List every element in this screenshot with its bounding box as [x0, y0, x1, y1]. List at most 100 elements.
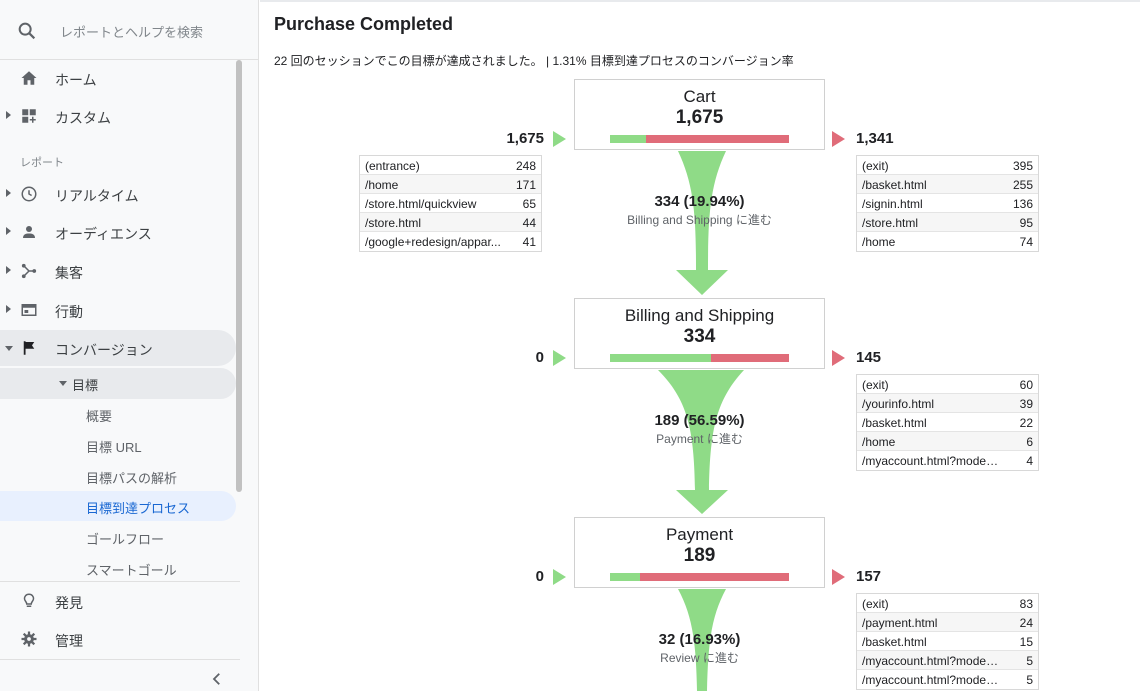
- search-icon: [18, 22, 36, 40]
- exit-count: 145: [856, 349, 882, 366]
- nav-home[interactable]: ホーム: [0, 60, 236, 96]
- section-label-reports: レポート: [20, 157, 64, 169]
- nav-admin[interactable]: 管理: [0, 621, 236, 657]
- nav-realtime-label: リアルタイム: [55, 188, 139, 204]
- sidebar-scrollbar[interactable]: [236, 60, 242, 492]
- search-input[interactable]: レポートとヘルプを検索: [60, 25, 204, 40]
- nav-goal-url-label: 目標 URL: [86, 440, 142, 455]
- funnel-graphic: [658, 151, 744, 691]
- table-row[interactable]: /store.html/quickview 65: [360, 194, 541, 213]
- table-row[interactable]: /payment.html 24: [857, 613, 1038, 632]
- table-row[interactable]: (entrance) 248: [360, 156, 541, 175]
- funnel-step-payment[interactable]: Payment 189: [574, 517, 825, 588]
- table-row[interactable]: (exit) 395: [857, 156, 1038, 175]
- exit-arrow-icon: [832, 350, 845, 366]
- table-row[interactable]: /basket.html 15: [857, 632, 1038, 651]
- entrance-count: 0: [535, 349, 544, 366]
- table-row[interactable]: (exit) 83: [857, 594, 1038, 613]
- nav-funnel-visualization[interactable]: 目標到達プロセス: [0, 491, 236, 521]
- funnel-step-name: Payment: [665, 525, 734, 544]
- person-icon: [23, 226, 35, 238]
- funnel-step-count: 189: [683, 545, 716, 566]
- continue-bar-fill: [610, 135, 646, 143]
- nav-custom[interactable]: カスタム: [0, 98, 236, 134]
- nav-smart-goals-label: スマートゴール: [86, 563, 177, 578]
- nav-conversions[interactable]: コンバージョン: [0, 330, 236, 366]
- exit-count: 1,341: [856, 130, 894, 147]
- table-row[interactable]: /home 6: [857, 432, 1038, 451]
- table-row[interactable]: /signin.html 136: [857, 194, 1038, 213]
- table-row[interactable]: /myaccount.html?mode=b... 4: [862, 454, 1033, 468]
- nav-smart-goals[interactable]: スマートゴール: [0, 553, 236, 583]
- nav-goal-overview-label: 概要: [86, 409, 113, 424]
- table-row[interactable]: /store.html 44: [360, 213, 541, 232]
- chevron-down-icon: [59, 381, 67, 386]
- funnel-step-cart[interactable]: Cart 1,675: [574, 79, 825, 150]
- goal-summary: 22 回のセッションでこの目標が達成されました。 | 1.31% 目標到達プロセ…: [274, 54, 794, 68]
- funnel-step-count: 334: [683, 326, 716, 347]
- funnel-step-billing-shipping[interactable]: Billing and Shipping 334: [574, 298, 825, 369]
- entrance-count: 1,675: [506, 130, 544, 147]
- table-row[interactable]: /store.html 95: [857, 213, 1038, 232]
- table-row[interactable]: /yourinfo.html 39: [857, 394, 1038, 413]
- conversion-label-2: 189 (56.59%) Payment に進む: [574, 412, 825, 447]
- exit-table: (exit) 60 /yourinfo.html 39 /basket.html 22…: [856, 374, 1039, 471]
- nav-goal-url[interactable]: 目標 URL: [0, 430, 236, 460]
- funnel-connector-1: [676, 151, 728, 295]
- nav-goal-flow-label: ゴールフロー: [86, 532, 165, 547]
- conversion-next-step: Payment に進む: [656, 432, 743, 446]
- table-row[interactable]: /home 171: [360, 175, 541, 194]
- table-row[interactable]: /home 74: [862, 235, 1033, 249]
- nav-acquisition-label: 集客: [55, 265, 83, 281]
- sidebar: レポートとヘルプを検索 ホーム カスタム レポート リアルタイム オーディエンス…: [0, 0, 259, 691]
- nav-audience[interactable]: オーディエンス: [0, 214, 236, 250]
- conversion-value: 189 (56.59%): [654, 412, 745, 429]
- nav-goal-path[interactable]: 目標パスの解析: [0, 461, 236, 491]
- chevron-right-icon: [6, 266, 11, 274]
- conversion-next-step: Billing and Shipping に進む: [627, 213, 772, 227]
- table-row[interactable]: (exit) 60: [857, 375, 1038, 394]
- divider: [0, 581, 240, 582]
- conversion-label-3: 32 (16.93%) Review に進む: [574, 631, 825, 666]
- table-row[interactable]: /google+redesign/appar... 41: [365, 235, 536, 249]
- conversion-next-step: Review に進む: [660, 651, 739, 665]
- exit-count: 157: [856, 568, 882, 585]
- nav-admin-label: 管理: [55, 633, 83, 649]
- table-row[interactable]: /myaccount.html?mode=v... 5: [862, 673, 1033, 687]
- table-row[interactable]: /basket.html 255: [857, 175, 1038, 194]
- table-row[interactable]: /basket.html 22: [857, 413, 1038, 432]
- entrance-count: 0: [535, 568, 544, 585]
- main-content: Purchase Completed 22 回のセッションでこの目標が達成されま…: [260, 0, 1140, 691]
- funnel-connector-3: [678, 589, 726, 691]
- chevron-right-icon: [6, 305, 11, 313]
- entrance-arrow-icon: [553, 350, 566, 366]
- flag-icon: [23, 341, 35, 355]
- entrance-arrow-icon: [553, 569, 566, 585]
- nav-behavior-label: 行動: [55, 304, 83, 320]
- chevron-right-icon: [6, 227, 11, 235]
- chevron-left-icon[interactable]: [208, 670, 226, 688]
- nav-goals[interactable]: 目標: [0, 368, 236, 399]
- nav-acquisition[interactable]: 集客: [0, 253, 236, 289]
- nav-discover[interactable]: 発見: [0, 583, 236, 619]
- exit-arrow-icon: [832, 569, 845, 585]
- nav-home-label: ホーム: [55, 72, 97, 88]
- funnel-connector-2: [658, 370, 744, 514]
- nav-goal-flow[interactable]: ゴールフロー: [0, 522, 236, 552]
- table-row[interactable]: /myaccount.html?mode=b... 5: [857, 651, 1038, 670]
- search-bar[interactable]: レポートとヘルプを検索: [0, 0, 258, 60]
- nav-goal-overview[interactable]: 概要: [0, 399, 236, 429]
- continue-exit-bar: [610, 354, 789, 362]
- funnel-step-name: Cart: [683, 87, 716, 106]
- nav-goal-path-label: 目標パスの解析: [86, 471, 178, 486]
- chevron-right-icon: [6, 111, 11, 119]
- conversion-label-1: 334 (19.94%) Billing and Shipping に進む: [574, 193, 825, 228]
- clock-icon: [21, 186, 37, 202]
- gear-icon: [21, 631, 37, 647]
- nav-behavior[interactable]: 行動: [0, 292, 236, 328]
- conversion-value: 334 (19.94%): [654, 193, 745, 210]
- nav-funnel-visualization-label: 目標到達プロセス: [86, 501, 191, 516]
- nav-audience-label: オーディエンス: [55, 226, 152, 242]
- exit-arrow-icon: [832, 131, 845, 147]
- nav-realtime[interactable]: リアルタイム: [0, 176, 236, 212]
